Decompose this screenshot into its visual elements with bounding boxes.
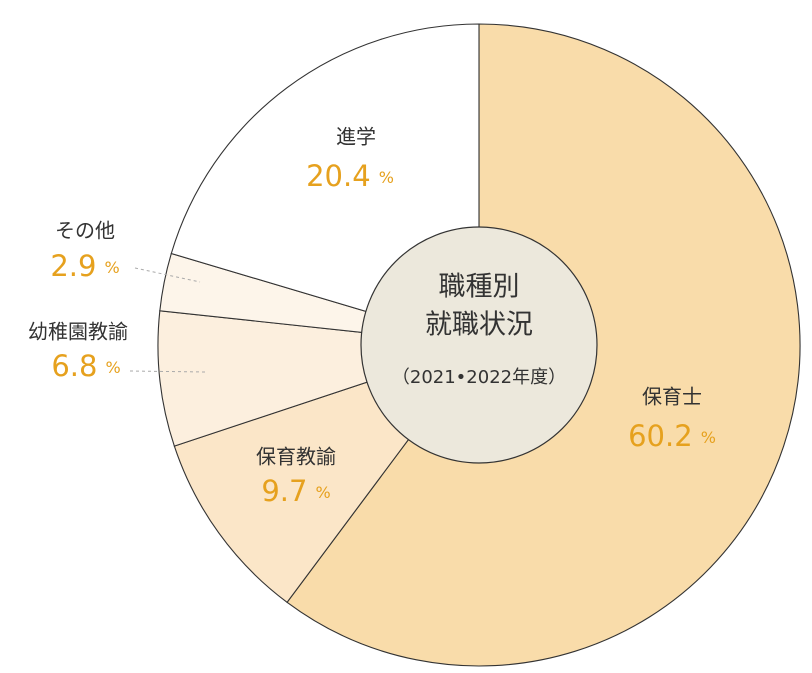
center-title: 職種別 (439, 272, 520, 303)
value-label: 20.4% (306, 159, 394, 193)
leader-line (129, 370, 206, 373)
center-subtitle: （2021•2022年度） (392, 367, 566, 388)
unit: % (701, 428, 716, 447)
category-label: 保育教諭 (256, 445, 336, 469)
unit: % (104, 258, 119, 277)
category-label: 幼稚園教諭 (28, 320, 128, 344)
category-label: 進学 (336, 125, 376, 149)
value-label: 6.8% (51, 349, 120, 383)
value-label: 2.9% (50, 249, 119, 283)
value: 6.8 (51, 349, 97, 383)
unit: % (105, 358, 120, 377)
unit: % (315, 483, 330, 502)
value: 20.4 (306, 159, 371, 193)
value: 60.2 (628, 419, 693, 453)
leader-line (134, 267, 201, 283)
value-label: 60.2% (628, 419, 716, 453)
center-title: 就職状況 (425, 310, 533, 341)
value: 9.7 (261, 474, 307, 508)
unit: % (379, 168, 394, 187)
center-circle (360, 226, 598, 464)
value-label: 9.7% (261, 474, 330, 508)
value: 2.9 (50, 249, 96, 283)
category-label: 保育士 (642, 385, 702, 409)
category-label: その他 (55, 219, 115, 243)
